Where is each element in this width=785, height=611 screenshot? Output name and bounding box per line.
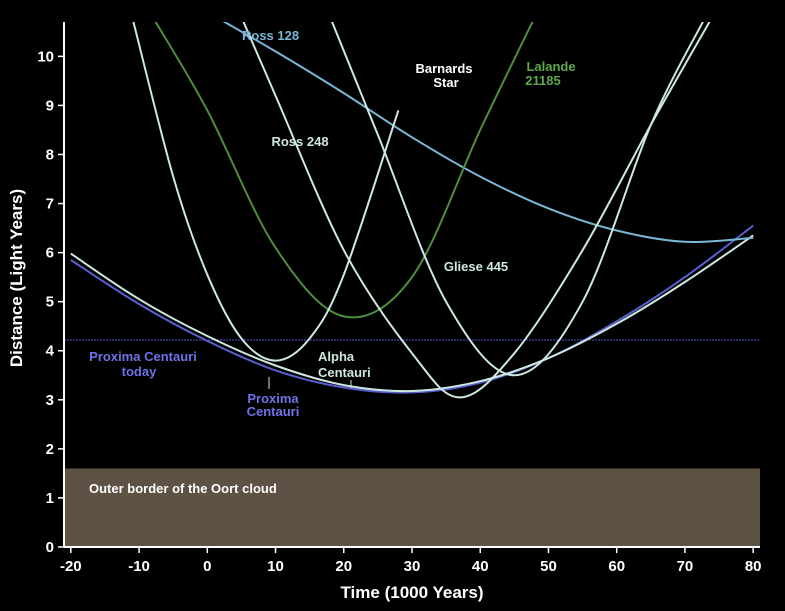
annotation-proxima: Proxima (247, 391, 299, 406)
x-tick-label: 50 (540, 558, 557, 575)
series-line-barnards-star (242, 22, 711, 399)
annotation-21185: 21185 (525, 73, 560, 88)
series-line-proxima-centauri (70, 224, 754, 394)
x-tick-label: -20 (60, 558, 82, 575)
y-tick-label: 7 (46, 196, 54, 213)
annotation-ross-248: Ross 248 (271, 134, 328, 149)
x-tick-label: 70 (677, 558, 694, 575)
series-layer (70, 22, 754, 399)
annotation-gliese-445: Gliese 445 (444, 259, 508, 274)
series-line-ross-128 (222, 22, 754, 244)
y-tick-label: 4 (46, 343, 55, 360)
annotation-centauri: Centauri (247, 404, 300, 419)
y-tick-label: 1 (46, 490, 54, 507)
y-tick-label: 2 (46, 441, 54, 458)
annotation-centauri: Centauri (318, 365, 371, 380)
annotation-ross-128: Ross 128 (242, 28, 299, 43)
y-tick-label: 9 (46, 97, 54, 114)
y-axis-title: Distance (Light Years) (7, 189, 26, 367)
band-layer (64, 468, 760, 547)
y-tick-label: 8 (46, 146, 54, 163)
x-axis-title: Time (1000 Years) (340, 583, 483, 602)
series-line-gliese-445 (331, 22, 704, 377)
annotation-alpha: Alpha (318, 349, 355, 364)
y-tick-label: 5 (46, 294, 54, 311)
y-tick-label: 10 (37, 48, 54, 65)
series-line-alpha-centauri (70, 234, 754, 393)
x-tick-label: -10 (128, 558, 150, 575)
y-tick-label: 3 (46, 392, 54, 409)
y-tick-label: 0 (46, 539, 54, 556)
x-tick-label: 0 (203, 558, 211, 575)
x-tick-label: 20 (335, 558, 352, 575)
series-line-ross-248 (132, 22, 400, 362)
annotation-barnards: Barnards (415, 61, 472, 76)
annotation-lalande: Lalande (526, 59, 575, 74)
annotation-today: today (122, 364, 157, 379)
oort-cloud-band (64, 468, 760, 547)
annotation-outer-border-of-the-oort-cloud: Outer border of the Oort cloud (89, 481, 277, 496)
annotation-proxima-centauri: Proxima Centauri (89, 349, 197, 364)
x-tick-label: 80 (745, 558, 762, 575)
x-tick-label: 10 (267, 558, 284, 575)
axis-layer: 0 1 2 3 4 5 6 7 8 9 10 -20 -10 0 10 20 30 40 50 60 70 80 Time … (7, 22, 762, 602)
y-tick-label: 6 (46, 245, 54, 262)
x-tick-label: 40 (472, 558, 489, 575)
x-tick-label: 30 (404, 558, 421, 575)
x-tick-label: 60 (608, 558, 625, 575)
annotation-star: Star (433, 75, 458, 90)
series-line-lalande-21185 (154, 22, 534, 319)
